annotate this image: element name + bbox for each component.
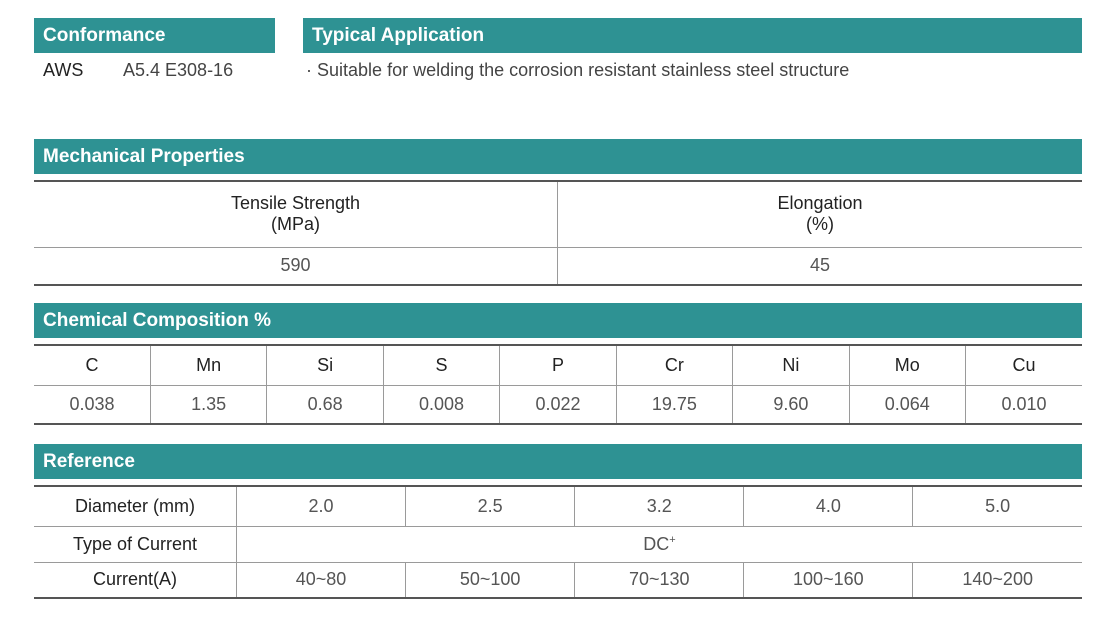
diameter-cell: 2.5 xyxy=(405,486,575,527)
elongation-header: Elongation (%) xyxy=(557,181,1082,248)
current-cell: 40~80 xyxy=(235,562,406,598)
element-cell: Mo xyxy=(848,345,966,386)
bullet: · xyxy=(306,60,312,80)
conformance-title: Conformance xyxy=(43,24,166,46)
mechanical-table: Tensile Strength (MPa) Elongation (%) 59… xyxy=(34,180,1082,286)
diameter-label: Diameter (mm) xyxy=(34,486,237,527)
chemical-header: Chemical Composition % xyxy=(34,303,1082,338)
element-cell: Mn xyxy=(149,345,267,386)
tensile-unit: (MPa) xyxy=(271,214,320,235)
diameter-cell: 4.0 xyxy=(743,486,913,527)
current-cell: 50~100 xyxy=(405,562,575,598)
reference-header: Reference xyxy=(34,444,1082,479)
application-text: Suitable for welding the corrosion resis… xyxy=(317,60,850,80)
element-cell: Si xyxy=(266,345,384,386)
mechanical-title: Mechanical Properties xyxy=(43,145,245,167)
elongation-unit: (%) xyxy=(806,214,834,235)
value-cell: 0.008 xyxy=(382,385,500,424)
chemical-table: C Mn Si S P Cr Ni Mo Cu 0.038 1.35 0.68 … xyxy=(34,344,1082,425)
diameter-cell: 3.2 xyxy=(574,486,744,527)
value-cell: 19.75 xyxy=(615,385,733,424)
value-cell: 0.010 xyxy=(965,385,1082,424)
current-cell: 70~130 xyxy=(574,562,744,598)
diameter-cell: 2.0 xyxy=(235,486,406,527)
application-header: Typical Application xyxy=(303,18,1082,53)
mechanical-header: Mechanical Properties xyxy=(34,139,1082,174)
current-cell: 100~160 xyxy=(743,562,913,598)
element-cell: Cu xyxy=(965,345,1082,386)
reference-table: Diameter (mm) 2.0 2.5 3.2 4.0 5.0 Type o… xyxy=(34,485,1082,599)
tensile-value: 590 xyxy=(280,255,311,276)
conformance-spec: A5.4 E308-16 xyxy=(123,60,234,80)
current-polarity: + xyxy=(669,533,676,546)
value-cell: 1.35 xyxy=(149,385,267,424)
element-cell: C xyxy=(34,345,151,386)
conformance-header: Conformance xyxy=(34,18,275,53)
tensile-label: Tensile Strength xyxy=(230,193,361,214)
value-cell: 0.022 xyxy=(499,385,617,424)
value-cell: 9.60 xyxy=(732,385,850,424)
chemical-title: Chemical Composition % xyxy=(43,309,272,331)
tensile-header: Tensile Strength (MPa) xyxy=(34,181,558,248)
current-cell: 140~200 xyxy=(912,562,1082,598)
reference-title: Reference xyxy=(43,450,135,472)
elongation-label: Elongation xyxy=(777,193,863,214)
application-title: Typical Application xyxy=(312,24,485,46)
value-cell: 0.064 xyxy=(848,385,966,424)
element-cell: Cr xyxy=(615,345,733,386)
conformance-standard: AWS xyxy=(43,60,84,80)
value-cell: 0.038 xyxy=(69,393,115,414)
current-label: Current(A) xyxy=(92,569,177,590)
value-cell: 0.68 xyxy=(266,385,384,424)
current-type-value: DC+ xyxy=(236,526,1082,563)
current-type: DC xyxy=(643,533,670,554)
diameter-cell: 5.0 xyxy=(912,486,1082,527)
application-text-line: · Suitable for welding the corrosion res… xyxy=(306,60,849,81)
elongation-value: 45 xyxy=(557,247,1082,285)
current-type-label: Type of Current xyxy=(34,526,237,563)
element-cell: P xyxy=(499,345,617,386)
element-cell: S xyxy=(382,345,500,386)
element-cell: Ni xyxy=(732,345,850,386)
